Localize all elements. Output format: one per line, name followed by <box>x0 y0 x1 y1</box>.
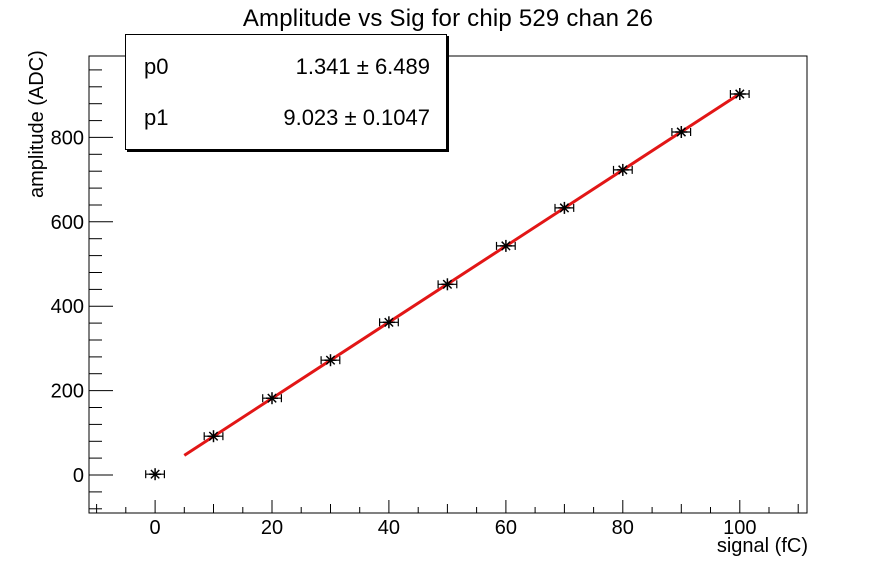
chart-title: Amplitude vs Sig for chip 529 chan 26 <box>242 5 654 32</box>
marker-asterisk <box>501 241 511 251</box>
x-tick-label: 60 <box>495 517 517 539</box>
y-tick-label: 400 <box>51 296 84 318</box>
stats-param-value: 9.023 ± 0.1047 <box>283 104 430 130</box>
fit-stats-box: p0 1.341 ± 6.489 p1 9.023 ± 0.1047 <box>125 34 447 150</box>
y-tick-label: 800 <box>51 127 84 149</box>
x-tick-label: 20 <box>261 517 283 539</box>
y-tick-label: 0 <box>73 465 84 487</box>
y-tick-label: 600 <box>51 212 84 234</box>
marker-asterisk <box>559 203 570 213</box>
x-tick-label: 40 <box>378 517 400 539</box>
marker-asterisk <box>618 165 628 175</box>
marker-asterisk <box>325 355 336 365</box>
stats-param-name: p0 <box>144 53 169 79</box>
fit-line <box>183 92 741 457</box>
marker-asterisk <box>676 127 687 137</box>
x-tick-label: 100 <box>723 517 756 539</box>
marker-asterisk <box>150 469 160 479</box>
stats-row-p1: p1 9.023 ± 0.1047 <box>144 105 430 131</box>
marker-asterisk <box>384 317 394 328</box>
y-axis-title: amplitude (ADC) <box>26 50 48 198</box>
stats-row-p0: p0 1.341 ± 6.489 <box>144 54 430 80</box>
plot-frame <box>88 55 808 514</box>
marker-asterisk <box>442 279 453 290</box>
marker-asterisk <box>208 431 219 441</box>
x-tick-label: 0 <box>150 517 161 539</box>
marker-asterisk <box>267 393 277 403</box>
stats-param-value: 1.341 ± 6.489 <box>295 53 430 79</box>
x-axis-title: signal (fC) <box>716 535 808 557</box>
marker-asterisk <box>735 89 745 99</box>
stats-param-name: p1 <box>144 104 169 130</box>
y-tick-label: 200 <box>51 381 84 403</box>
x-tick-label: 80 <box>612 517 634 539</box>
